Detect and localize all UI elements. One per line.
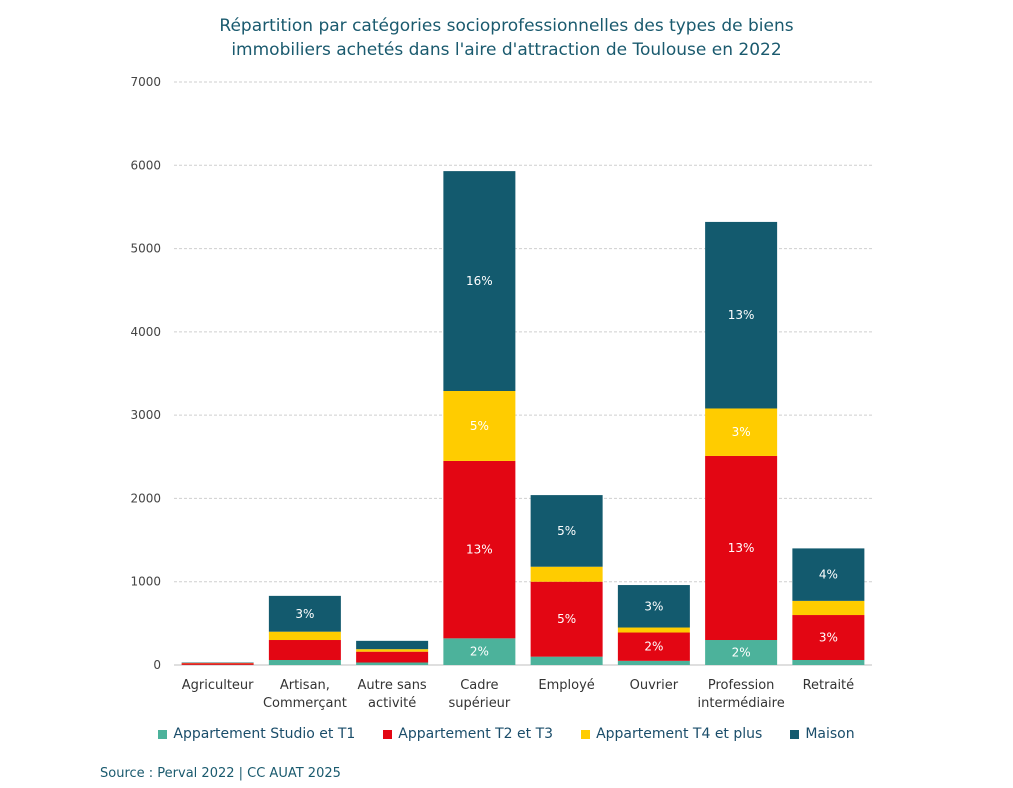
data-label: 2% xyxy=(644,640,663,654)
legend-swatch xyxy=(158,729,168,739)
bar-segment xyxy=(705,408,778,456)
chart-legend: Appartement Studio et T1 Appartement T2 e… xyxy=(0,726,1013,742)
x-tick-label: Ouvrier xyxy=(630,678,679,693)
data-label: 3% xyxy=(819,631,838,645)
legend-label: Maison xyxy=(805,726,855,742)
x-tick-label: Autre sans activité xyxy=(358,678,427,711)
y-tick-label: 2000 xyxy=(130,491,161,505)
data-label: 5% xyxy=(557,612,576,626)
bar-segment xyxy=(356,662,429,665)
y-tick-label: 0 xyxy=(153,658,161,672)
data-label: 13% xyxy=(466,543,493,557)
legend-label: Appartement T2 et T3 xyxy=(398,726,554,742)
bar-segment xyxy=(705,221,778,409)
bar-segment xyxy=(356,640,429,650)
bar-segment xyxy=(181,663,254,665)
data-label: 3% xyxy=(732,425,751,439)
data-label: 5% xyxy=(470,419,489,433)
stacked-bar-chart: 0 1000 2000 3000 4000 5000 6000 7000 Agriculteur… xyxy=(130,75,872,711)
legend-item: Appartement T2 et T3 xyxy=(383,726,553,742)
bar-segment xyxy=(792,660,865,665)
legend-item: Appartement T4 et plus xyxy=(581,726,762,742)
bar-segment xyxy=(530,581,603,657)
bar-segment xyxy=(268,595,341,632)
source-note: Source : Perval 2022 | CC AUAT 2025 xyxy=(100,766,341,781)
legend-item: Maison xyxy=(790,726,855,742)
bar-segment xyxy=(792,615,865,661)
x-tick-label: Employé xyxy=(538,678,594,693)
bar-segment xyxy=(268,631,341,641)
bar-segment xyxy=(530,495,603,567)
bar-segment xyxy=(792,600,865,616)
data-label: 3% xyxy=(295,607,314,621)
y-tick-label: 3000 xyxy=(130,408,161,422)
bar-segment xyxy=(792,548,865,601)
x-tick-label: Profession intermédiaire xyxy=(698,678,785,711)
x-tick-label: Artisan, Commerçant xyxy=(263,678,347,711)
bar-segment xyxy=(356,649,429,652)
legend-swatch xyxy=(383,729,393,739)
bar-segment xyxy=(268,640,341,661)
data-label: 3% xyxy=(644,599,663,613)
x-tick-label: Agriculteur xyxy=(182,678,254,693)
legend-label: Appartement T4 et plus xyxy=(596,726,763,742)
chart-title-line-2: immobiliers achetés dans l'aire d'attrac… xyxy=(231,40,782,60)
bar-segment xyxy=(443,171,516,391)
bar-segment xyxy=(617,585,690,628)
bar-segment xyxy=(443,390,516,461)
x-tick-label: Retraité xyxy=(803,678,855,693)
data-label: 5% xyxy=(557,524,576,538)
data-label: 4% xyxy=(819,568,838,582)
bar-segment xyxy=(705,640,778,665)
data-label: 13% xyxy=(728,541,755,555)
legend-item: Appartement Studio et T1 xyxy=(158,726,355,742)
legend-swatch xyxy=(581,729,591,739)
chart-title-line-1: Répartition par catégories socioprofessi… xyxy=(219,16,794,36)
bar-segment xyxy=(443,460,516,639)
y-tick-label: 6000 xyxy=(130,158,161,172)
bar-segment xyxy=(443,638,516,665)
data-label: 16% xyxy=(466,274,493,288)
chart-title: Répartition par catégories socioprofessi… xyxy=(0,14,1013,62)
bar-segment xyxy=(617,660,690,665)
bar-segment xyxy=(356,651,429,663)
bar-segment xyxy=(617,627,690,633)
legend-label: Appartement Studio et T1 xyxy=(173,726,356,742)
data-label: 13% xyxy=(728,308,755,322)
bar-segment xyxy=(268,660,341,665)
x-tick-label: Cadre supérieur xyxy=(448,678,510,711)
legend-swatch xyxy=(790,729,800,739)
y-tick-label: 5000 xyxy=(130,242,161,256)
y-tick-label: 1000 xyxy=(130,575,161,589)
bar-segment xyxy=(705,455,778,641)
bar-segment xyxy=(530,656,603,665)
data-label: 2% xyxy=(732,646,751,660)
y-tick-label: 4000 xyxy=(130,325,161,339)
data-label: 2% xyxy=(470,645,489,659)
y-tick-label: 7000 xyxy=(130,75,161,89)
bar-segment xyxy=(530,566,603,582)
bar-segment xyxy=(617,632,690,661)
